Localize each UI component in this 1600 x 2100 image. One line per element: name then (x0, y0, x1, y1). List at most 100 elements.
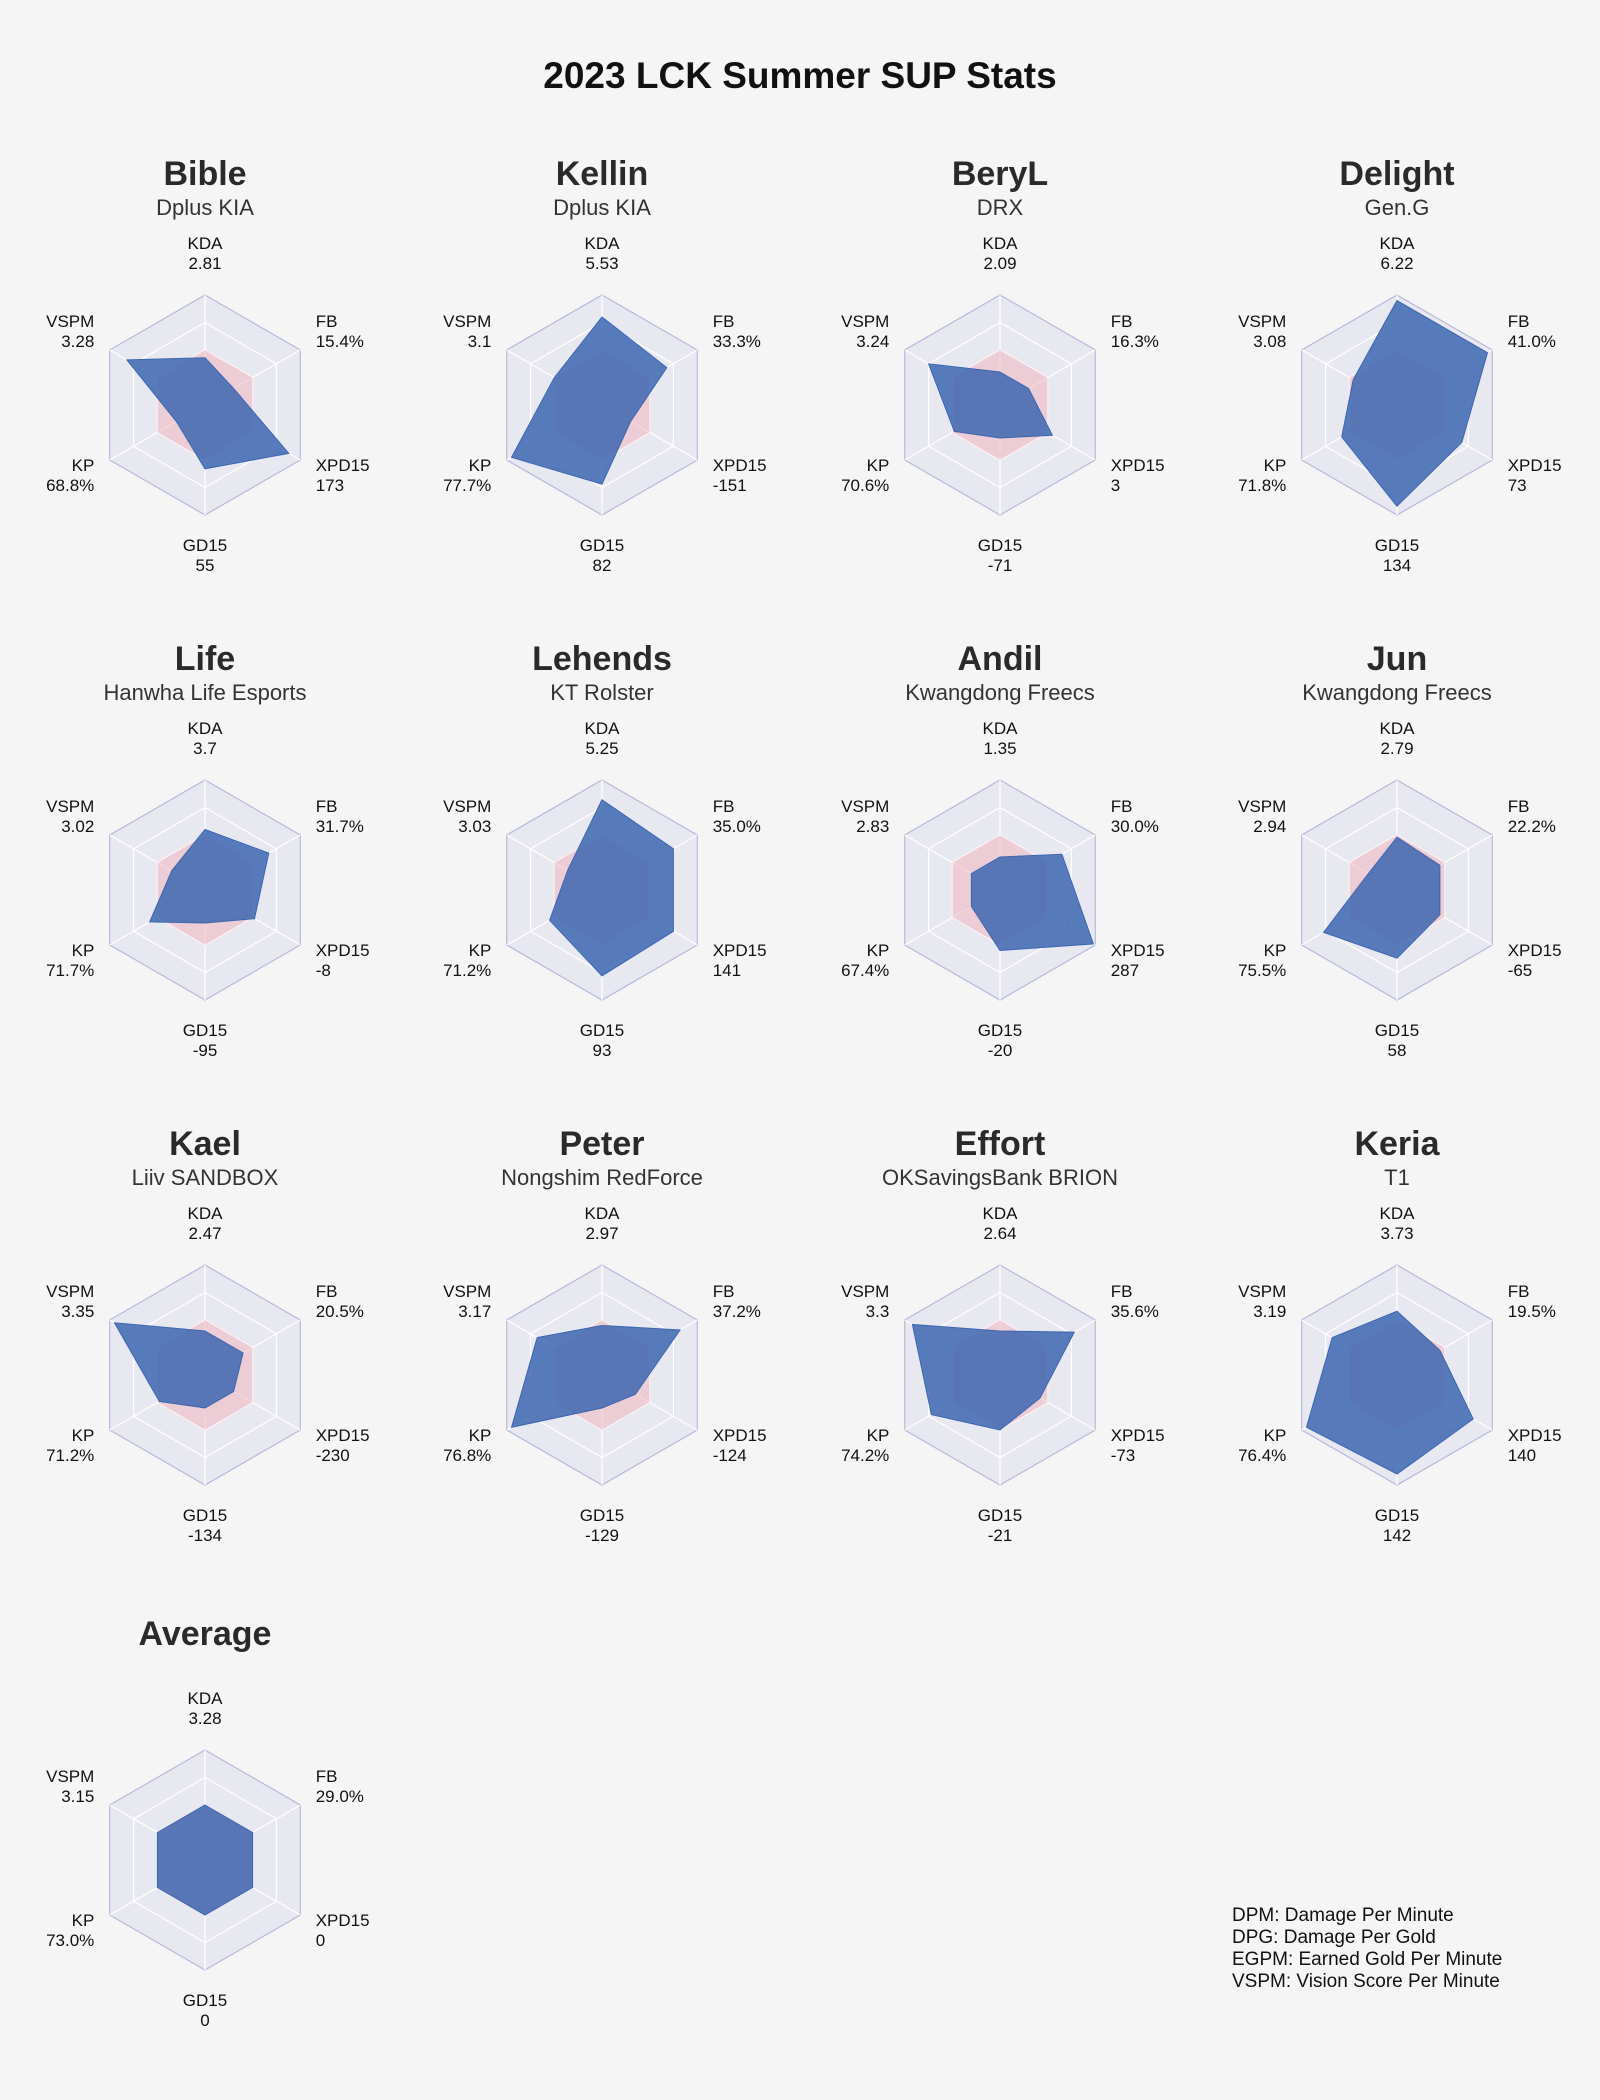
axis-name: GD15 (580, 1021, 624, 1040)
axis-value: 3.1 (468, 332, 492, 351)
axis-label: KP 71.8% (1238, 456, 1286, 495)
axis-value: 30.0% (1111, 817, 1159, 836)
glossary: DPM: Damage Per Minute DPG: Damage Per G… (1232, 1905, 1502, 1993)
axis-label: KDA 2.81 (188, 234, 224, 273)
player-polygon (1305, 1310, 1474, 1475)
panel-team-name: DRX (977, 195, 1024, 220)
axis-label: FB 30.0% (1111, 797, 1159, 836)
axis-value: 3.3 (866, 1302, 890, 1321)
axis-name: GD15 (978, 1506, 1022, 1525)
axis-name: KDA (188, 1689, 224, 1708)
axis-label: XPD15 -230 (316, 1426, 370, 1465)
axis-name: VSPM (1238, 1282, 1286, 1301)
glossary-item: DPG: Damage Per Gold (1232, 1927, 1436, 1948)
axis-label: FB 35.0% (713, 797, 761, 836)
axis-label: XPD15 73 (1508, 456, 1562, 495)
axis-value: 2.79 (1380, 739, 1413, 758)
axis-label: KDA 2.64 (983, 1204, 1019, 1243)
axis-name: VSPM (46, 312, 94, 331)
axis-value: 2.97 (585, 1224, 618, 1243)
axis-label: FB 22.2% (1508, 797, 1556, 836)
glossary-item: VSPM: Vision Score Per Minute (1232, 1971, 1500, 1992)
axis-value: 71.7% (46, 961, 94, 980)
axis-name: KP (72, 456, 95, 475)
axis-name: XPD15 (1111, 941, 1165, 960)
axis-value: -21 (988, 1526, 1013, 1545)
axis-value: 0 (200, 2011, 209, 2030)
axis-label: KP 76.4% (1238, 1426, 1286, 1465)
axis-name: XPD15 (713, 456, 767, 475)
axis-name: KDA (188, 719, 224, 738)
axis-value: 75.5% (1238, 961, 1286, 980)
axis-name: XPD15 (713, 941, 767, 960)
axis-value: 3.15 (61, 1787, 94, 1806)
axis-name: KP (867, 941, 890, 960)
axis-name: KDA (188, 1204, 224, 1223)
panel-team-name: Dplus KIA (553, 195, 651, 220)
player-polygon (1341, 299, 1489, 507)
axis-value: 58 (1388, 1041, 1407, 1060)
panel-player-name: Peter (559, 1125, 644, 1163)
panel-team-name: Liiv SANDBOX (132, 1165, 279, 1190)
axis-value: 15.4% (316, 332, 364, 351)
axis-label: GD15 -95 (183, 1021, 227, 1060)
axis-name: GD15 (1375, 1506, 1419, 1525)
axis-name: FB (1508, 312, 1530, 331)
axis-value: -65 (1508, 961, 1533, 980)
axis-label: KDA 2.97 (585, 1204, 621, 1243)
axis-value: 35.6% (1111, 1302, 1159, 1321)
glossary-item: EGPM: Earned Gold Per Minute (1232, 1949, 1503, 1970)
panel-player-name: Average (139, 1615, 272, 1653)
axis-value: -151 (713, 476, 747, 495)
axis-label: KDA 2.79 (1380, 719, 1416, 758)
axis-label: VSPM 3.15 (46, 1767, 94, 1806)
axis-name: VSPM (46, 1767, 94, 1786)
axis-name: XPD15 (1508, 1426, 1562, 1445)
axis-value: -73 (1111, 1446, 1136, 1465)
axis-name: KDA (585, 234, 621, 253)
axis-name: KDA (1380, 1204, 1416, 1223)
axis-name: KP (72, 1426, 95, 1445)
axis-label: KDA 3.28 (188, 1689, 224, 1728)
axis-label: KP 71.7% (46, 941, 94, 980)
axis-label: FB 41.0% (1508, 312, 1556, 351)
axis-value: 71.2% (443, 961, 491, 980)
panel-player-name: Lehends (532, 640, 672, 678)
axis-label: VSPM 3.3 (841, 1282, 889, 1321)
axis-label: KP 71.2% (46, 1426, 94, 1465)
axis-name: GD15 (1375, 1021, 1419, 1040)
axis-label: KP 73.0% (46, 1911, 94, 1950)
axis-label: FB 33.3% (713, 312, 761, 351)
axis-label: XPD15 -124 (713, 1426, 767, 1465)
axis-label: GD15 0 (183, 1991, 227, 2030)
axis-name: FB (1508, 797, 1530, 816)
axis-label: XPD15 3 (1111, 456, 1165, 495)
axis-label: GD15 58 (1375, 1021, 1419, 1060)
panel-player-name: Life (175, 640, 235, 678)
axis-name: KP (1264, 456, 1287, 475)
player-polygon (125, 357, 290, 470)
axis-name: VSPM (1238, 797, 1286, 816)
axis-value: 5.53 (585, 254, 618, 273)
axis-label: KP 67.4% (841, 941, 889, 980)
axis-value: 3.17 (458, 1302, 491, 1321)
axis-value: 33.3% (713, 332, 761, 351)
player-polygon (549, 799, 674, 977)
axis-name: KP (1264, 941, 1287, 960)
axis-value: 29.0% (316, 1787, 364, 1806)
axis-name: XPD15 (316, 1911, 370, 1930)
axis-name: GD15 (183, 1991, 227, 2010)
axis-name: VSPM (841, 312, 889, 331)
axis-label: VSPM 3.19 (1238, 1282, 1286, 1321)
axis-value: 3.02 (61, 817, 94, 836)
glossary-item: DPM: Damage Per Minute (1232, 1905, 1454, 1926)
axis-label: GD15 -71 (978, 536, 1022, 575)
panel-team-name: OKSavingsBank BRION (882, 1165, 1118, 1190)
axis-name: XPD15 (1111, 1426, 1165, 1445)
